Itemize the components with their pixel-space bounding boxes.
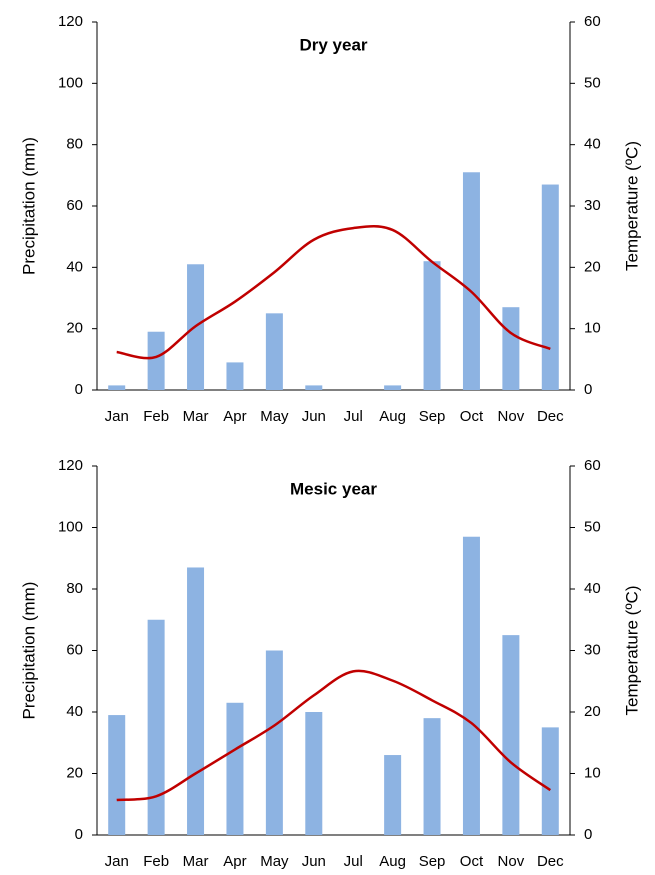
x-tick-label: Jul xyxy=(344,408,363,425)
x-tick-label: Dec xyxy=(537,853,564,870)
bar xyxy=(423,718,441,835)
x-tick-label: Jan xyxy=(105,408,129,425)
bar xyxy=(502,635,520,835)
x-tick-label: Sep xyxy=(419,408,446,425)
y2-tick-label: 50 xyxy=(584,518,601,535)
chart-title: Dry year xyxy=(299,35,367,54)
y2-tick-label: 60 xyxy=(584,13,601,30)
y2-axis-title: Temperature (ºC) xyxy=(622,586,641,716)
bar xyxy=(108,715,126,835)
x-tick-label: May xyxy=(260,853,289,870)
bar xyxy=(423,261,441,390)
bar xyxy=(147,331,165,390)
bar xyxy=(541,184,559,390)
y2-tick-label: 10 xyxy=(584,764,601,781)
x-tick-label: Oct xyxy=(460,853,484,870)
chart-title: Mesic year xyxy=(290,479,377,498)
y-tick-label: 80 xyxy=(66,580,83,597)
x-tick-label: Dec xyxy=(537,408,564,425)
y-tick-label: 100 xyxy=(58,74,83,91)
y-tick-label: 0 xyxy=(75,381,83,398)
x-tick-label: Jun xyxy=(302,853,326,870)
bar xyxy=(108,385,126,390)
bar xyxy=(226,362,244,390)
bar xyxy=(541,727,559,835)
y2-tick-label: 0 xyxy=(584,826,592,843)
y-axis-title: Precipitation (mm) xyxy=(19,137,38,275)
y-tick-label: 20 xyxy=(66,320,83,337)
y-tick-label: 20 xyxy=(66,764,83,781)
x-tick-label: Jun xyxy=(302,408,326,425)
x-tick-label: Apr xyxy=(223,853,246,870)
y-axis-title: Precipitation (mm) xyxy=(19,582,38,720)
bar xyxy=(462,172,480,390)
x-tick-label: Nov xyxy=(498,853,525,870)
bar xyxy=(226,702,244,835)
y2-tick-label: 10 xyxy=(584,320,601,337)
y2-tick-label: 30 xyxy=(584,641,601,658)
y-tick-label: 40 xyxy=(66,703,83,720)
y2-tick-label: 60 xyxy=(584,457,601,474)
y-tick-label: 80 xyxy=(66,136,83,153)
x-tick-label: Nov xyxy=(498,408,525,425)
bar xyxy=(305,712,323,835)
x-tick-label: Mar xyxy=(183,853,209,870)
bar xyxy=(384,755,402,835)
x-tick-label: Aug xyxy=(379,853,406,870)
x-tick-label: Jul xyxy=(344,853,363,870)
temperature-line xyxy=(116,225,551,360)
bar xyxy=(147,619,165,835)
bar xyxy=(187,567,205,835)
y-tick-label: 120 xyxy=(58,457,83,474)
y-tick-label: 40 xyxy=(66,258,83,275)
y-tick-label: 60 xyxy=(66,641,83,658)
y2-axis-title: Temperature (ºC) xyxy=(622,141,641,271)
x-tick-label: Aug xyxy=(379,408,406,425)
x-tick-label: Mar xyxy=(183,408,209,425)
y-tick-label: 120 xyxy=(58,13,83,30)
y2-tick-label: 30 xyxy=(584,197,601,214)
bar xyxy=(305,385,323,390)
bar xyxy=(502,307,520,390)
y2-tick-label: 50 xyxy=(584,74,601,91)
y2-tick-label: 40 xyxy=(584,136,601,153)
x-tick-label: Oct xyxy=(460,408,484,425)
x-tick-label: Apr xyxy=(223,408,246,425)
y2-tick-label: 0 xyxy=(584,381,592,398)
y-tick-label: 60 xyxy=(66,197,83,214)
y-tick-label: 100 xyxy=(58,518,83,535)
bar xyxy=(384,385,402,390)
x-tick-label: Feb xyxy=(143,408,169,425)
x-tick-label: Sep xyxy=(419,853,446,870)
bar xyxy=(462,536,480,835)
y-tick-label: 0 xyxy=(75,826,83,843)
temperature-line xyxy=(116,669,552,802)
x-tick-label: May xyxy=(260,408,289,425)
bar xyxy=(265,650,283,835)
x-tick-label: Jan xyxy=(105,853,129,870)
y2-tick-label: 20 xyxy=(584,703,601,720)
bar xyxy=(265,313,283,390)
y2-tick-label: 20 xyxy=(584,258,601,275)
y2-tick-label: 40 xyxy=(584,580,601,597)
x-tick-label: Feb xyxy=(143,853,169,870)
